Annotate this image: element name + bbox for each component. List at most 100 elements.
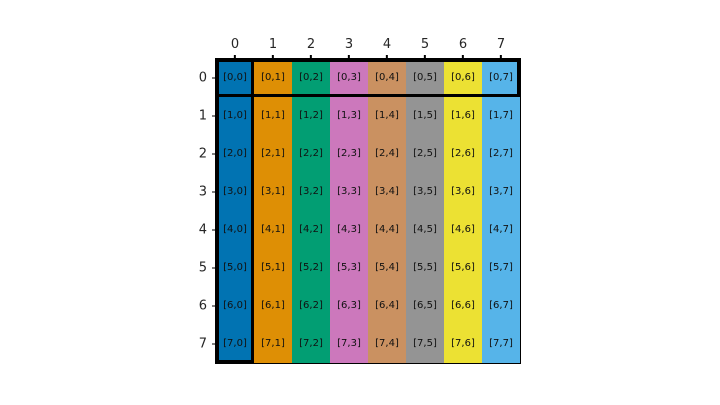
y-tick-4: 4 bbox=[199, 224, 216, 237]
grid-cell-4-3: [4,3] bbox=[330, 211, 368, 249]
grid-cell-0-5: [0,5] bbox=[406, 59, 444, 97]
x-tick-mark bbox=[234, 55, 236, 59]
grid-cell-6-4: [6,4] bbox=[368, 287, 406, 325]
x-tick-mark bbox=[500, 55, 502, 59]
grid-cell-0-2: [0,2] bbox=[292, 59, 330, 97]
y-tick-mark bbox=[212, 77, 216, 79]
x-tick-2: 2 bbox=[307, 38, 315, 59]
grid-cell-6-0: [6,0] bbox=[216, 287, 254, 325]
x-tick-3: 3 bbox=[345, 38, 353, 59]
y-tick-mark bbox=[212, 115, 216, 117]
grid-cell-1-3: [1,3] bbox=[330, 97, 368, 135]
x-tick-1: 1 bbox=[269, 38, 277, 59]
y-tick-7: 7 bbox=[199, 338, 216, 351]
grid-cell-2-7: [2,7] bbox=[482, 135, 520, 173]
grid-cell-6-5: [6,5] bbox=[406, 287, 444, 325]
grid-cell-3-5: [3,5] bbox=[406, 173, 444, 211]
x-tick-mark bbox=[272, 55, 274, 59]
y-tick-6: 6 bbox=[199, 300, 216, 313]
grid-cell-0-0: [0,0] bbox=[216, 59, 254, 97]
grid-cell-1-4: [1,4] bbox=[368, 97, 406, 135]
grid-cell-2-4: [2,4] bbox=[368, 135, 406, 173]
grid-cell-7-1: [7,1] bbox=[254, 325, 292, 363]
grid-cell-2-1: [2,1] bbox=[254, 135, 292, 173]
x-tick-label: 2 bbox=[306, 37, 316, 52]
y-tick-label: 1 bbox=[198, 108, 207, 124]
grid-cell-4-1: [4,1] bbox=[254, 211, 292, 249]
x-tick-0: 0 bbox=[231, 38, 239, 59]
x-tick-mark bbox=[348, 55, 350, 59]
x-tick-label: 5 bbox=[420, 37, 430, 52]
grid-cell-7-3: [7,3] bbox=[330, 325, 368, 363]
x-tick-7: 7 bbox=[497, 38, 505, 59]
x-tick-6: 6 bbox=[459, 38, 467, 59]
grid-cell-5-4: [5,4] bbox=[368, 249, 406, 287]
x-tick-label: 7 bbox=[496, 37, 506, 52]
grid-cell-5-1: [5,1] bbox=[254, 249, 292, 287]
grid-cell-1-2: [1,2] bbox=[292, 97, 330, 135]
y-tick-1: 1 bbox=[199, 110, 216, 123]
grid-cell-2-0: [2,0] bbox=[216, 135, 254, 173]
y-tick-5: 5 bbox=[199, 262, 216, 275]
grid-cell-0-1: [0,1] bbox=[254, 59, 292, 97]
grid-cell-6-1: [6,1] bbox=[254, 287, 292, 325]
y-tick-2: 2 bbox=[199, 148, 216, 161]
x-tick-label: 1 bbox=[268, 37, 278, 52]
grid-cell-2-3: [2,3] bbox=[330, 135, 368, 173]
y-tick-label: 7 bbox=[198, 336, 207, 352]
x-tick-mark bbox=[462, 55, 464, 59]
grid-cell-4-0: [4,0] bbox=[216, 211, 254, 249]
x-tick-mark bbox=[424, 55, 426, 59]
plot-area: [0,0] [0,1] [0,2] [0,3] [0,4] [0,5] [0,6] [0,7]… bbox=[199, 38, 521, 364]
x-tick-mark bbox=[310, 55, 312, 59]
grid-cell-7-7: [7,7] bbox=[482, 325, 520, 363]
y-tick-3: 3 bbox=[199, 186, 216, 199]
x-tick-5: 5 bbox=[421, 38, 429, 59]
x-tick-label: 3 bbox=[344, 37, 354, 52]
grid-cell-1-6: [1,6] bbox=[444, 97, 482, 135]
grid-cell-3-4: [3,4] bbox=[368, 173, 406, 211]
y-tick-label: 6 bbox=[198, 298, 207, 314]
grid-cell-0-3: [0,3] bbox=[330, 59, 368, 97]
grid-cell-5-0: [5,0] bbox=[216, 249, 254, 287]
grid-cell-3-1: [3,1] bbox=[254, 173, 292, 211]
grid-cell-3-0: [3,0] bbox=[216, 173, 254, 211]
x-tick-label: 0 bbox=[230, 37, 240, 52]
y-tick-label: 5 bbox=[198, 260, 207, 276]
grid-cell-0-6: [0,6] bbox=[444, 59, 482, 97]
grid-cell-1-5: [1,5] bbox=[406, 97, 444, 135]
index-grid: [0,0] [0,1] [0,2] [0,3] [0,4] [0,5] [0,6] [0,7]… bbox=[216, 59, 520, 363]
grid-cell-2-6: [2,6] bbox=[444, 135, 482, 173]
grid-cell-5-5: [5,5] bbox=[406, 249, 444, 287]
grid-cell-1-7: [1,7] bbox=[482, 97, 520, 135]
grid-cell-7-0: [7,0] bbox=[216, 325, 254, 363]
grid-cell-7-5: [7,5] bbox=[406, 325, 444, 363]
y-tick-mark bbox=[212, 305, 216, 307]
grid-cell-3-3: [3,3] bbox=[330, 173, 368, 211]
x-tick-mark bbox=[386, 55, 388, 59]
grid-cell-6-6: [6,6] bbox=[444, 287, 482, 325]
grid-cell-1-0: [1,0] bbox=[216, 97, 254, 135]
grid-cell-5-6: [5,6] bbox=[444, 249, 482, 287]
grid-cell-7-6: [7,6] bbox=[444, 325, 482, 363]
grid-cell-4-7: [4,7] bbox=[482, 211, 520, 249]
grid-cell-7-4: [7,4] bbox=[368, 325, 406, 363]
grid-cell-4-5: [4,5] bbox=[406, 211, 444, 249]
grid-cell-6-2: [6,2] bbox=[292, 287, 330, 325]
y-tick-mark bbox=[212, 153, 216, 155]
y-tick-label: 0 bbox=[198, 70, 207, 86]
grid-cell-5-7: [5,7] bbox=[482, 249, 520, 287]
grid-cell-1-1: [1,1] bbox=[254, 97, 292, 135]
grid-cell-0-7: [0,7] bbox=[482, 59, 520, 97]
grid-cell-5-3: [5,3] bbox=[330, 249, 368, 287]
y-tick-mark bbox=[212, 229, 216, 231]
grid-cell-3-7: [3,7] bbox=[482, 173, 520, 211]
x-tick-label: 4 bbox=[382, 37, 392, 52]
grid-cell-2-5: [2,5] bbox=[406, 135, 444, 173]
y-tick-mark bbox=[212, 191, 216, 193]
y-tick-mark bbox=[212, 343, 216, 345]
grid-cell-7-2: [7,2] bbox=[292, 325, 330, 363]
grid-cell-4-4: [4,4] bbox=[368, 211, 406, 249]
grid-cell-2-2: [2,2] bbox=[292, 135, 330, 173]
grid-cell-0-4: [0,4] bbox=[368, 59, 406, 97]
